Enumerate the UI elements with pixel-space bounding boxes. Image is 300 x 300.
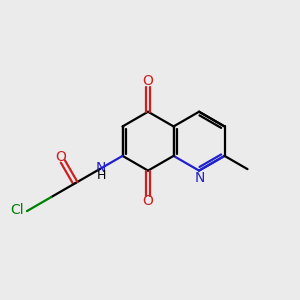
Text: Cl: Cl bbox=[10, 203, 23, 217]
Text: O: O bbox=[142, 74, 154, 88]
Text: O: O bbox=[55, 150, 66, 164]
Text: N: N bbox=[194, 171, 205, 185]
Text: N: N bbox=[96, 161, 106, 175]
Text: O: O bbox=[142, 194, 154, 208]
Text: H: H bbox=[96, 169, 106, 182]
